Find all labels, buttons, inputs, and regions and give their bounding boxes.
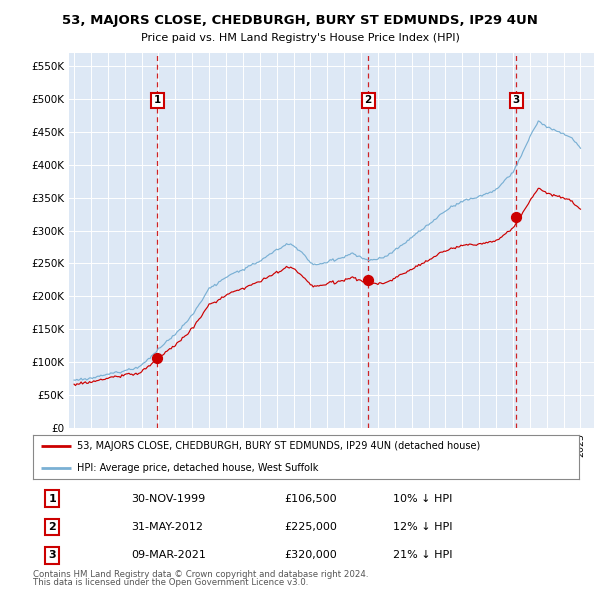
Point (511, 213, 521, 222)
Text: £106,500: £106,500 (284, 494, 337, 503)
Text: 21% ↓ HPI: 21% ↓ HPI (394, 550, 453, 560)
Text: 10% ↓ HPI: 10% ↓ HPI (394, 494, 453, 503)
Bar (516, 53, 594, 428)
Text: Contains HM Land Registry data © Crown copyright and database right 2024.: Contains HM Land Registry data © Crown c… (33, 570, 368, 579)
Text: 53, MAJORS CLOSE, CHEDBURGH, BURY ST EDMUNDS, IP29 4UN: 53, MAJORS CLOSE, CHEDBURGH, BURY ST EDM… (62, 14, 538, 27)
Text: 1: 1 (154, 96, 161, 106)
Text: 2: 2 (48, 522, 56, 532)
Text: 53, MAJORS CLOSE, CHEDBURGH, BURY ST EDMUNDS, IP29 4UN (detached house): 53, MAJORS CLOSE, CHEDBURGH, BURY ST EDM… (77, 441, 480, 451)
Text: 3: 3 (512, 96, 520, 106)
Text: HPI: Average price, detached house, West Suffolk: HPI: Average price, detached house, West… (77, 463, 318, 473)
Text: 2: 2 (364, 96, 372, 106)
Text: Price paid vs. HM Land Registry's House Price Index (HPI): Price paid vs. HM Land Registry's House … (140, 33, 460, 43)
Point (363, 275, 373, 284)
Text: 30-NOV-1999: 30-NOV-1999 (131, 494, 206, 503)
Text: 31-MAY-2012: 31-MAY-2012 (131, 522, 203, 532)
Text: 3: 3 (48, 550, 56, 560)
Text: 1: 1 (48, 494, 56, 503)
Text: £320,000: £320,000 (284, 550, 337, 560)
Text: This data is licensed under the Open Government Licence v3.0.: This data is licensed under the Open Gov… (33, 578, 308, 587)
Text: 09-MAR-2021: 09-MAR-2021 (131, 550, 206, 560)
Text: £225,000: £225,000 (284, 522, 337, 532)
Point (152, 353, 162, 362)
Text: 12% ↓ HPI: 12% ↓ HPI (394, 522, 453, 532)
